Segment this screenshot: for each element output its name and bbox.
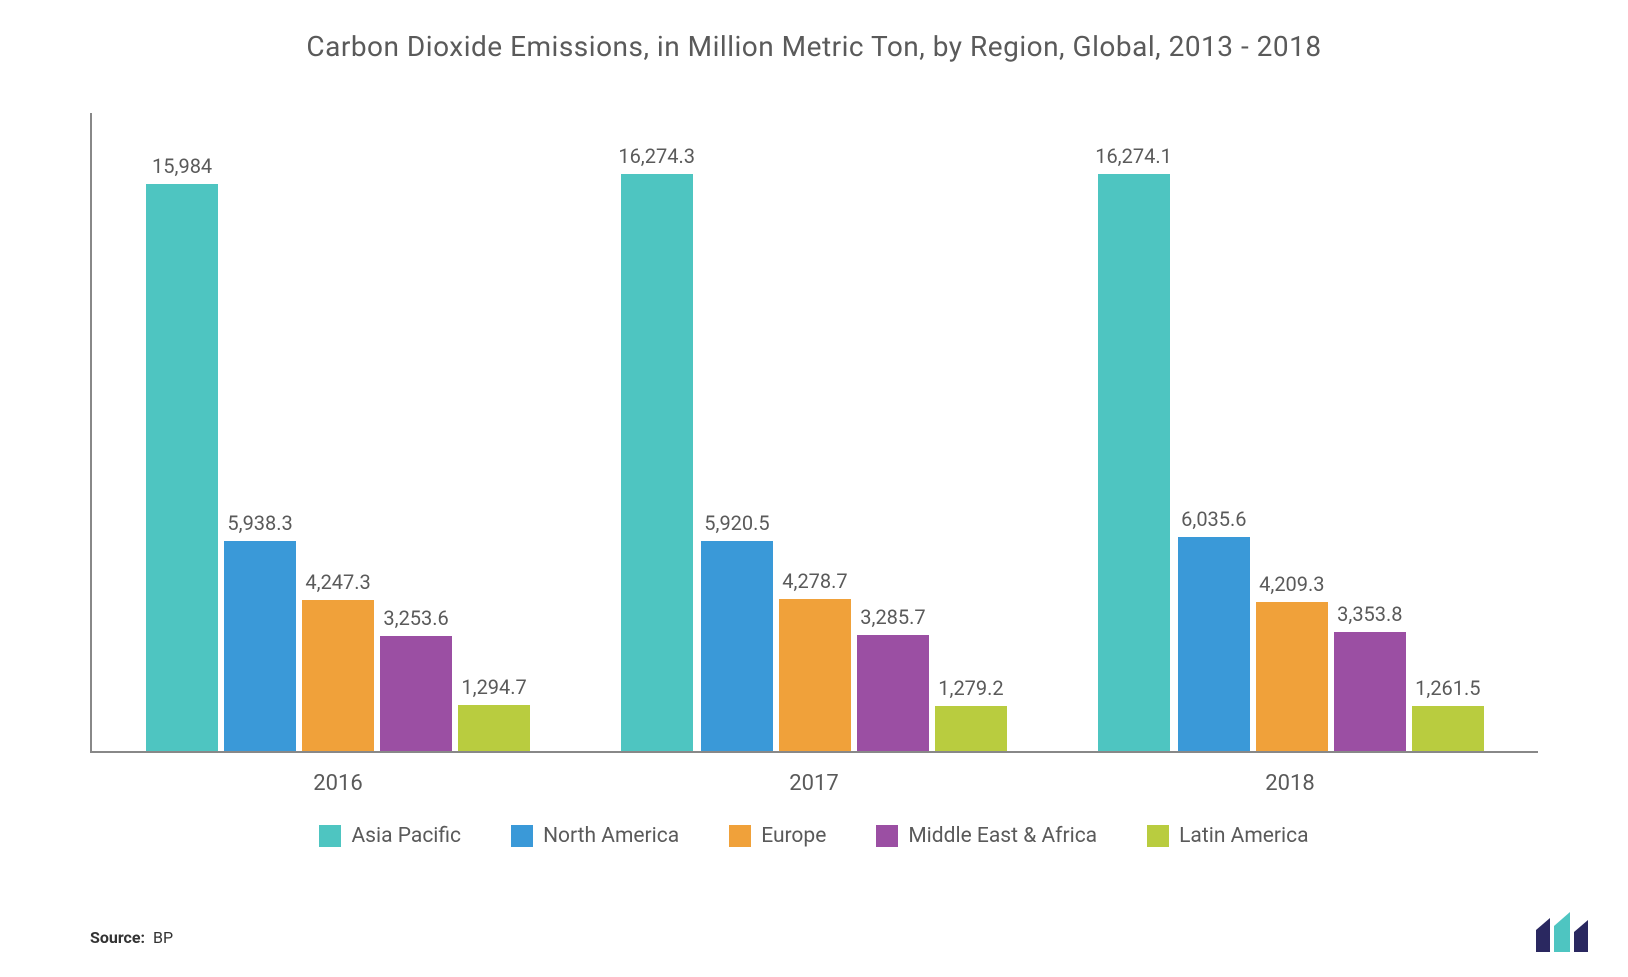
bar-value-label: 4,247.3 — [305, 570, 370, 594]
legend-item: Middle East & Africa — [876, 824, 1097, 848]
bar — [935, 706, 1007, 751]
x-axis-labels: 201620172018 — [90, 771, 1538, 796]
bar-wrap: 6,035.6 — [1178, 113, 1250, 751]
bar — [621, 174, 693, 751]
legend-item: Asia Pacific — [319, 824, 461, 848]
chart-plot-area: 15,984 5,938.3 4,247.3 3,253.6 1,294.7 16,274… — [90, 113, 1538, 753]
bar-wrap: 4,247.3 — [302, 113, 374, 751]
bar-value-label: 3,253.6 — [383, 606, 448, 630]
bar — [1178, 537, 1250, 751]
bar-value-label: 5,920.5 — [704, 511, 769, 535]
bar — [380, 636, 452, 751]
bar-value-label: 1,261.5 — [1415, 676, 1480, 700]
bar-value-label: 15,984 — [152, 154, 212, 178]
legend-label: North America — [543, 824, 679, 848]
bar — [1256, 602, 1328, 751]
bar — [302, 600, 374, 751]
bar-wrap: 1,294.7 — [458, 113, 530, 751]
source-prefix: Source: — [90, 928, 145, 947]
legend-swatch — [876, 825, 898, 847]
bar — [779, 599, 851, 751]
bar-wrap: 4,278.7 — [779, 113, 851, 751]
legend-swatch — [511, 825, 533, 847]
bar-wrap: 1,261.5 — [1412, 113, 1484, 751]
bar-wrap: 16,274.1 — [1095, 113, 1172, 751]
brand-logo-icon — [1536, 912, 1588, 952]
bar-value-label: 16,274.1 — [1095, 144, 1172, 168]
bar — [1412, 706, 1484, 751]
bar-value-label: 1,294.7 — [461, 675, 526, 699]
x-axis-category-label: 2018 — [1052, 771, 1528, 796]
bar — [458, 705, 530, 751]
bar — [224, 541, 296, 751]
legend-label: Europe — [761, 824, 826, 848]
year-group: 15,984 5,938.3 4,247.3 3,253.6 1,294.7 — [146, 113, 530, 751]
bar-wrap: 3,285.7 — [857, 113, 929, 751]
legend-swatch — [319, 825, 341, 847]
chart-legend: Asia Pacific North America Europe Middle Ea… — [90, 824, 1538, 848]
year-group: 16,274.3 5,920.5 4,278.7 3,285.7 1,279.2 — [618, 113, 1007, 751]
bar — [1098, 174, 1170, 751]
legend-swatch — [729, 825, 751, 847]
chart-title: Carbon Dioxide Emissions, in Million Met… — [90, 30, 1538, 63]
legend-item: Latin America — [1147, 824, 1308, 848]
bar-value-label: 3,353.8 — [1337, 602, 1402, 626]
bar — [1334, 632, 1406, 751]
legend-label: Latin America — [1179, 824, 1308, 848]
bar-value-label: 16,274.3 — [618, 144, 695, 168]
legend-item: North America — [511, 824, 679, 848]
x-axis-category-label: 2017 — [576, 771, 1052, 796]
bar-value-label: 4,209.3 — [1259, 572, 1324, 596]
bar — [857, 635, 929, 751]
bar — [701, 541, 773, 751]
legend-swatch — [1147, 825, 1169, 847]
bar-wrap: 16,274.3 — [618, 113, 695, 751]
source-value: BP — [153, 928, 173, 947]
bar-value-label: 1,279.2 — [938, 676, 1003, 700]
bar-wrap: 5,938.3 — [224, 113, 296, 751]
bar-wrap: 3,253.6 — [380, 113, 452, 751]
bar-wrap: 15,984 — [146, 113, 218, 751]
bar-wrap: 1,279.2 — [935, 113, 1007, 751]
bar-value-label: 6,035.6 — [1181, 507, 1246, 531]
bar-wrap: 3,353.8 — [1334, 113, 1406, 751]
legend-item: Europe — [729, 824, 826, 848]
source-attribution: Source: BP — [90, 928, 173, 947]
bar — [146, 184, 218, 751]
x-axis-category-label: 2016 — [100, 771, 576, 796]
year-group: 16,274.1 6,035.6 4,209.3 3,353.8 1,261.5 — [1095, 113, 1484, 751]
bar-value-label: 4,278.7 — [782, 569, 847, 593]
bar-wrap: 5,920.5 — [701, 113, 773, 751]
bar-wrap: 4,209.3 — [1256, 113, 1328, 751]
legend-label: Middle East & Africa — [908, 824, 1097, 848]
bar-value-label: 5,938.3 — [227, 511, 292, 535]
legend-label: Asia Pacific — [351, 824, 461, 848]
bar-value-label: 3,285.7 — [860, 605, 925, 629]
